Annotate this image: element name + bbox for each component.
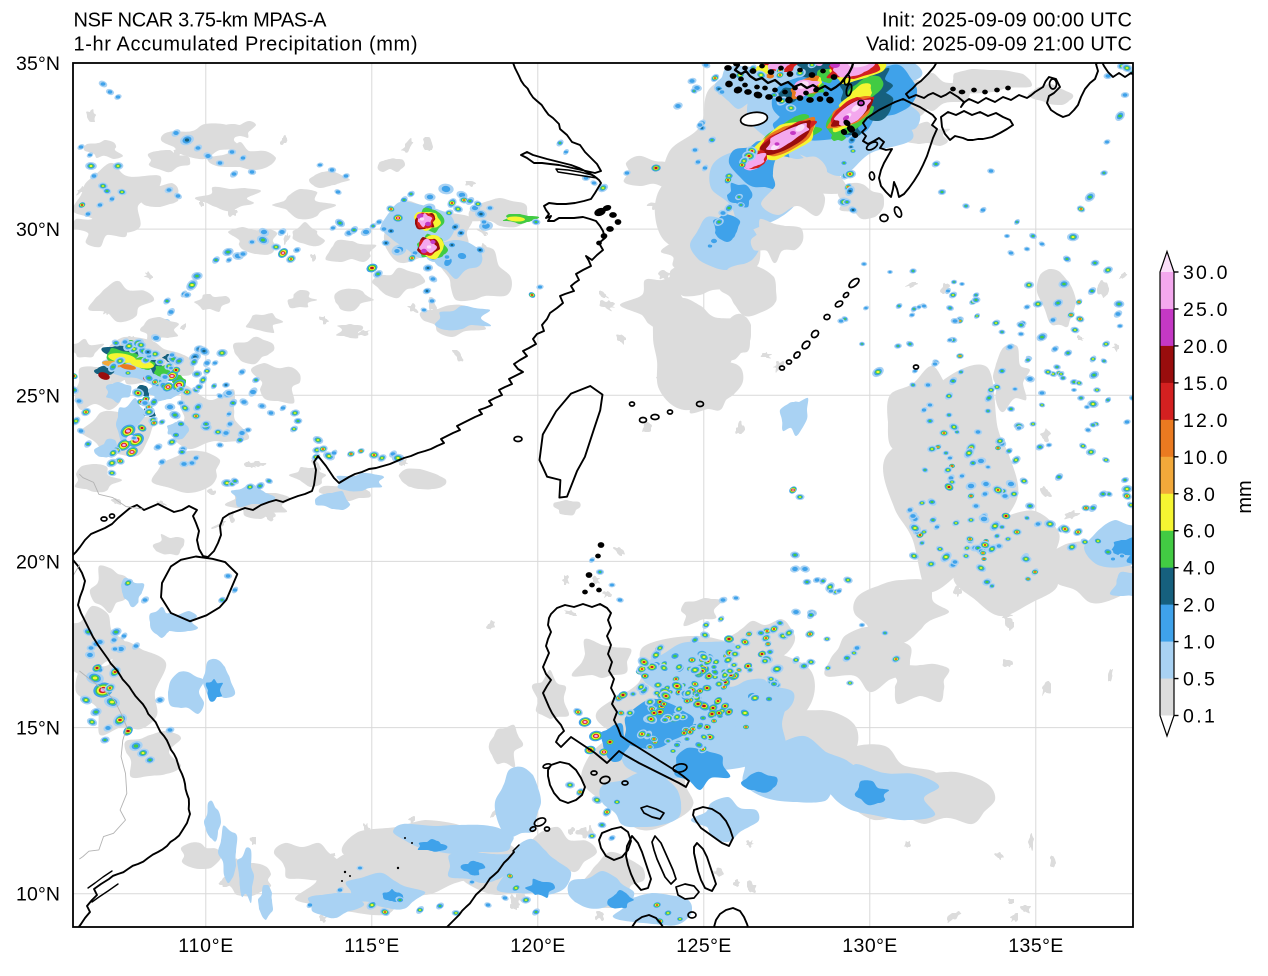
svg-text:8.0: 8.0	[1183, 484, 1215, 506]
svg-text:120°E: 120°E	[510, 935, 565, 957]
svg-text:Init: 2025-09-09 00:00 UTC: Init: 2025-09-09 00:00 UTC	[882, 10, 1132, 32]
svg-text:125°E: 125°E	[676, 935, 731, 957]
svg-text:NSF NCAR 3.75-km MPAS-A: NSF NCAR 3.75-km MPAS-A	[74, 10, 328, 32]
svg-text:115°E: 115°E	[344, 935, 399, 957]
svg-text:1-hr Accumulated Precipitation: 1-hr Accumulated Precipitation (mm)	[74, 34, 418, 56]
svg-text:25°N: 25°N	[16, 385, 60, 407]
svg-text:1.0: 1.0	[1183, 632, 1215, 654]
svg-text:20°N: 20°N	[16, 551, 60, 573]
svg-text:6.0: 6.0	[1183, 521, 1215, 543]
svg-text:2.0: 2.0	[1183, 595, 1215, 617]
svg-text:10.0: 10.0	[1183, 447, 1228, 469]
svg-text:4.0: 4.0	[1183, 558, 1215, 580]
svg-text:10°N: 10°N	[16, 884, 60, 906]
svg-text:0.5: 0.5	[1183, 669, 1215, 691]
svg-text:15.0: 15.0	[1183, 373, 1228, 395]
svg-text:110°E: 110°E	[178, 935, 233, 957]
svg-text:15°N: 15°N	[16, 718, 60, 740]
svg-text:30°N: 30°N	[16, 219, 60, 241]
svg-text:135°E: 135°E	[1008, 935, 1063, 957]
svg-text:0.1: 0.1	[1183, 706, 1215, 728]
svg-text:Valid: 2025-09-09 21:00 UTC: Valid: 2025-09-09 21:00 UTC	[866, 34, 1132, 56]
svg-text:130°E: 130°E	[842, 935, 897, 957]
svg-text:35°N: 35°N	[16, 53, 60, 75]
svg-text:20.0: 20.0	[1183, 336, 1228, 358]
svg-text:mm: mm	[1234, 480, 1256, 513]
svg-text:30.0: 30.0	[1183, 262, 1228, 284]
svg-text:25.0: 25.0	[1183, 299, 1228, 321]
svg-text:12.0: 12.0	[1183, 410, 1228, 432]
